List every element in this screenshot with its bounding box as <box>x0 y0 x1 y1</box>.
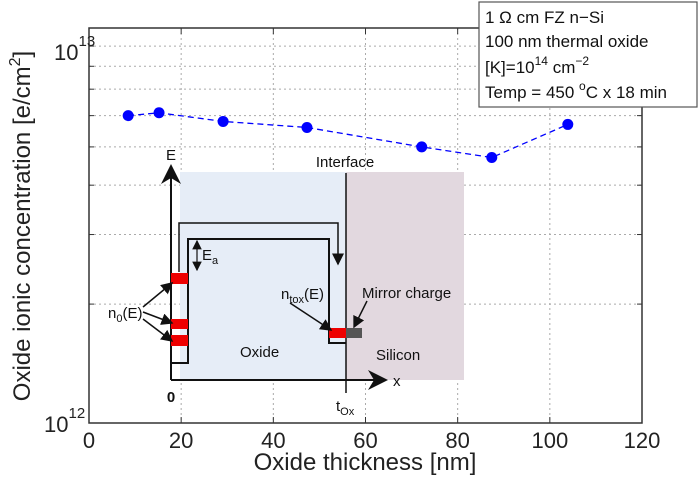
legend-box: 1 Ω cm FZ n−Si 100 nm thermal oxide [K]=… <box>478 1 698 108</box>
ea-label: Ea <box>202 247 219 267</box>
y-tick-label-top: 1013 <box>54 33 95 65</box>
x-tick-label: 60 <box>353 428 377 453</box>
n0-arrow <box>142 311 174 325</box>
oxide-label: Oxide <box>240 344 279 361</box>
data-point <box>562 118 574 130</box>
data-point <box>122 110 134 122</box>
x-tick-label: 20 <box>169 428 193 453</box>
data-point <box>301 121 313 133</box>
e-axis-label: E <box>166 147 176 164</box>
x-axis-title: Oxide thickness [nm] <box>254 449 477 476</box>
trap-level <box>171 335 188 346</box>
x-axis-label: x <box>393 373 401 390</box>
inset-diagram: E x 0 Interface Ea n0(E) ntox(E) Mirror … <box>108 147 464 418</box>
x-tick-label: 120 <box>624 428 661 453</box>
legend-line-dose: [K]=1014 cm−2 <box>485 54 589 77</box>
data-point <box>217 115 229 127</box>
tox-label: tOx <box>336 398 355 418</box>
n0-label: n0(E) <box>108 305 142 325</box>
origin-label: 0 <box>167 389 175 406</box>
silicon-label: Silicon <box>376 347 420 364</box>
mirror-charge-box <box>346 328 362 338</box>
mirror-label: Mirror charge <box>362 285 451 302</box>
hop-path <box>178 222 344 272</box>
silicon-region <box>346 172 464 380</box>
series-line <box>128 112 569 159</box>
interface-trap <box>329 328 346 338</box>
trap-level <box>171 273 188 284</box>
n0-arrow <box>142 318 174 342</box>
ticks: 0 20 40 60 80 100 120 <box>83 28 660 453</box>
legend-line-oxide: 100 nm thermal oxide <box>485 32 648 51</box>
data-point <box>486 152 498 164</box>
y-axis-title: Oxide ionic concentration [e/cm2] <box>7 51 36 401</box>
y-tick-label-bottom: 1012 <box>44 405 85 437</box>
data-point <box>153 107 165 119</box>
x-tick-label: 80 <box>445 428 469 453</box>
ntox-arrow <box>289 302 333 331</box>
n0-arrow <box>142 282 174 308</box>
oxide-region <box>180 172 346 380</box>
legend-line-temp: Temp = 450 oC x 18 min <box>485 79 667 102</box>
x-tick-label: 40 <box>261 428 285 453</box>
potential-well <box>171 238 346 364</box>
x-tick-label: 100 <box>531 428 568 453</box>
legend-line-material: 1 Ω cm FZ n−Si <box>485 8 604 27</box>
trap-level <box>171 319 188 329</box>
mirror-arrow <box>353 300 368 329</box>
data-series <box>122 107 574 164</box>
interface-label: Interface <box>316 154 374 171</box>
x-tick-label: 0 <box>83 428 95 453</box>
ntox-label: ntox(E) <box>281 286 324 306</box>
data-point <box>416 141 428 153</box>
